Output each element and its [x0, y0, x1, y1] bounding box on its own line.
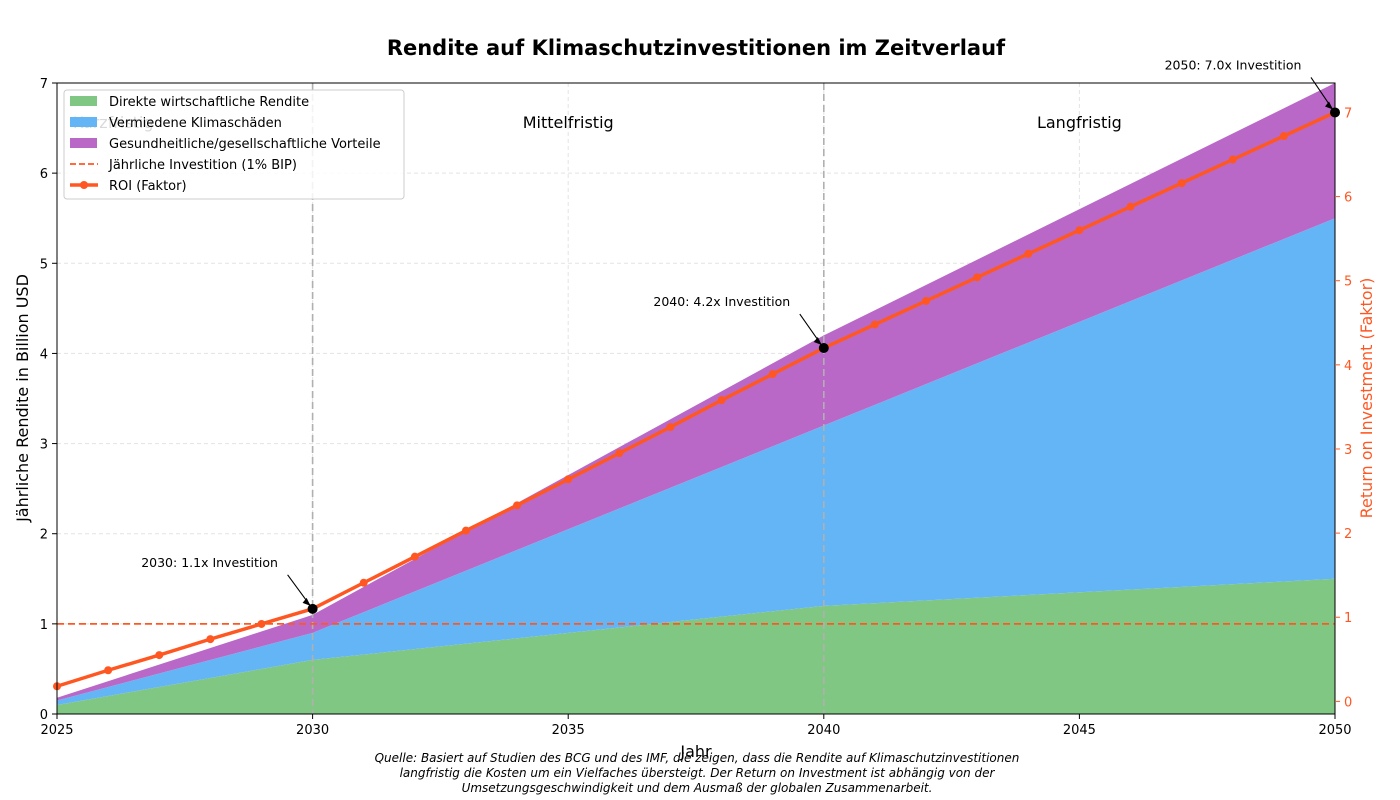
x-tick-label: 2045: [1063, 723, 1096, 738]
phase-label: Langfristig: [1037, 113, 1122, 132]
roi-point: [1177, 179, 1186, 188]
annotation-point: [818, 343, 829, 354]
annotation-label: 2030: 1.1x Investition: [141, 555, 278, 570]
y-axis-label: Jährliche Rendite in Billion USD: [13, 274, 32, 523]
y-right-tick-label: 7: [1344, 106, 1352, 121]
roi-point: [155, 651, 164, 660]
y-tick-label: 6: [40, 167, 48, 182]
roi-point: [1228, 155, 1237, 164]
source-line-2: langfristig die Kosten um ein Vielfaches…: [400, 766, 996, 780]
x-tick-label: 2030: [296, 723, 329, 738]
roi-point: [615, 449, 624, 458]
legend-label: Direkte wirtschaftliche Rendite: [109, 95, 309, 110]
area-series-1: [57, 578, 1335, 714]
chart-title: Rendite auf Klimaschutzinvestitionen im …: [387, 36, 1006, 60]
legend-label: Jährliche Investition (1% BIP): [108, 158, 297, 173]
x-tick-label: 2050: [1318, 723, 1351, 738]
x-axis-label: Jahr: [679, 742, 712, 761]
annotation-label: 2040: 4.2x Investition: [653, 294, 790, 309]
x-tick-label: 2025: [40, 723, 73, 738]
roi-point: [1126, 202, 1135, 211]
annotation-point: [307, 603, 318, 614]
y-tick-label: 4: [40, 347, 48, 362]
x-tick-label: 2040: [807, 723, 840, 738]
annotation-label: 2050: 7.0x Investition: [1165, 57, 1302, 72]
legend-label: Gesundheitliche/gesellschaftliche Vortei…: [109, 137, 381, 152]
annotation-arrowhead: [1325, 101, 1333, 110]
roi-point: [1075, 226, 1084, 235]
roi-line: [56, 110, 1336, 688]
y-right-axis-label: Return on Investment (Faktor): [1357, 278, 1376, 519]
source-line-1: Quelle: Basiert auf Studien des BCG und …: [375, 751, 1020, 765]
roi-point: [513, 501, 522, 510]
roi-point: [1279, 132, 1288, 141]
y-tick-label: 7: [40, 77, 48, 92]
legend: Direkte wirtschaftliche Rendite Vermieden…: [63, 89, 405, 200]
stacked-areas: [57, 83, 1335, 714]
roi-point: [922, 296, 931, 305]
plot-border: [56, 82, 1336, 715]
y-tick-label: 3: [40, 438, 48, 453]
x-tick-label: 2035: [552, 723, 585, 738]
y-right-tick-label: 6: [1344, 191, 1352, 206]
y-tick-label: 1: [40, 618, 48, 633]
roi-point: [973, 273, 982, 282]
axis-ticks: 2025 2030 2035 2040 2045 2050 0 1 2 3 4 5 6 7 0 1 2 3 4 5 6 7: [40, 77, 1353, 738]
roi-point: [104, 666, 113, 675]
source-line-3: Umsetzungsgeschwindigkeit und dem Ausmaß…: [462, 781, 933, 795]
roi-point: [717, 396, 726, 405]
y-right-tick-label: 3: [1344, 443, 1352, 458]
y-right-tick-label: 2: [1344, 527, 1352, 542]
roi-point: [206, 635, 215, 644]
roi-point: [666, 423, 675, 432]
roi-point: [359, 578, 368, 587]
annotation-arrowhead: [813, 337, 822, 346]
phase-label: Mittelfristig: [523, 113, 614, 132]
y-right-tick-label: 0: [1344, 695, 1352, 710]
legend-box: [63, 89, 405, 200]
roi-point: [870, 320, 879, 329]
annotation-point: [1330, 107, 1340, 118]
y-right-tick-label: 4: [1344, 359, 1352, 374]
legend-swatch: [70, 96, 97, 106]
roi-point: [461, 526, 470, 535]
y-right-tick-label: 5: [1344, 275, 1352, 290]
legend-swatch: [70, 138, 97, 148]
legend-label: ROI (Faktor): [109, 179, 187, 194]
annotation-arrowhead: [302, 597, 311, 606]
roi-point: [1024, 249, 1033, 258]
y-tick-label: 2: [40, 528, 48, 543]
roi-point: [410, 552, 419, 561]
roi-point: [768, 370, 777, 379]
y-tick-label: 0: [40, 708, 48, 723]
y-tick-label: 5: [40, 257, 48, 272]
roi-point: [564, 475, 573, 484]
plot-frame: [56, 82, 1336, 715]
legend-marker: [80, 181, 88, 189]
area-series-2: [57, 218, 1335, 705]
annotations: 2030: 1.1x Investition 2040: 4.2x Investi…: [141, 57, 1340, 614]
y-right-tick-label: 1: [1344, 611, 1352, 626]
legend-label: Vermiedene Klimaschäden: [109, 116, 282, 131]
legend-swatch: [70, 117, 97, 127]
roi-point: [257, 619, 266, 628]
